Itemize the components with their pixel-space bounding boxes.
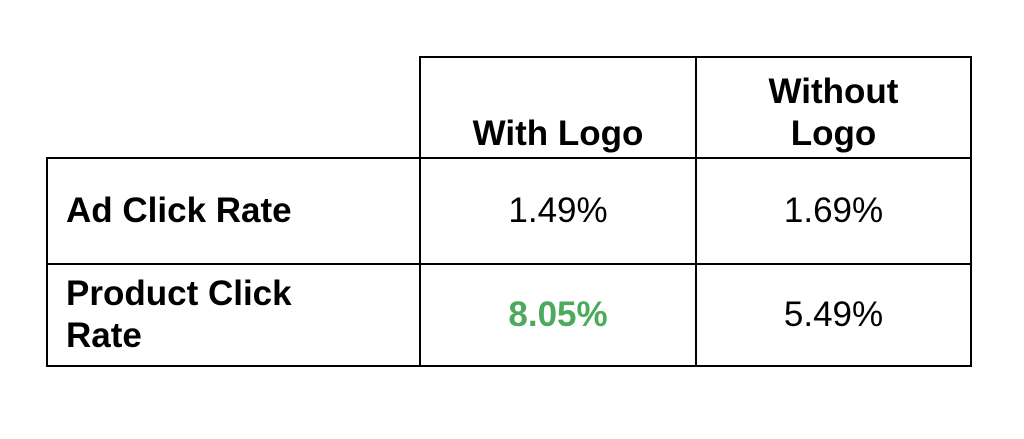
column-header-with-logo: With Logo bbox=[421, 58, 695, 157]
table-row-divider bbox=[46, 263, 972, 265]
table-cell: 1.69% bbox=[697, 159, 970, 263]
cell-value-highlighted: 8.05% bbox=[508, 295, 608, 334]
row-label-ad-click-rate: Ad Click Rate bbox=[48, 159, 419, 263]
table-column-divider-2 bbox=[695, 56, 697, 367]
row-label: Ad Click Rate bbox=[66, 191, 292, 230]
row-label: Product Click Rate bbox=[66, 274, 292, 355]
cell-value: 1.69% bbox=[783, 191, 884, 230]
column-header-label: With Logo bbox=[472, 114, 644, 153]
column-header-label: Without Logo bbox=[768, 72, 899, 153]
table-cell-highlighted: 8.05% bbox=[421, 265, 695, 365]
column-header-without-logo: Without Logo bbox=[697, 58, 970, 157]
table-cell: 1.49% bbox=[421, 159, 695, 263]
table-column-divider-1 bbox=[419, 56, 421, 367]
row-label-product-click-rate: Product Click Rate bbox=[48, 265, 419, 365]
table-border-bottom bbox=[46, 365, 972, 367]
table-cell: 5.49% bbox=[697, 265, 970, 365]
cell-value: 5.49% bbox=[783, 295, 884, 334]
table-header-divider bbox=[46, 157, 972, 159]
table-border-left bbox=[46, 157, 48, 367]
table-border-right bbox=[970, 56, 972, 367]
cell-value: 1.49% bbox=[508, 191, 608, 230]
